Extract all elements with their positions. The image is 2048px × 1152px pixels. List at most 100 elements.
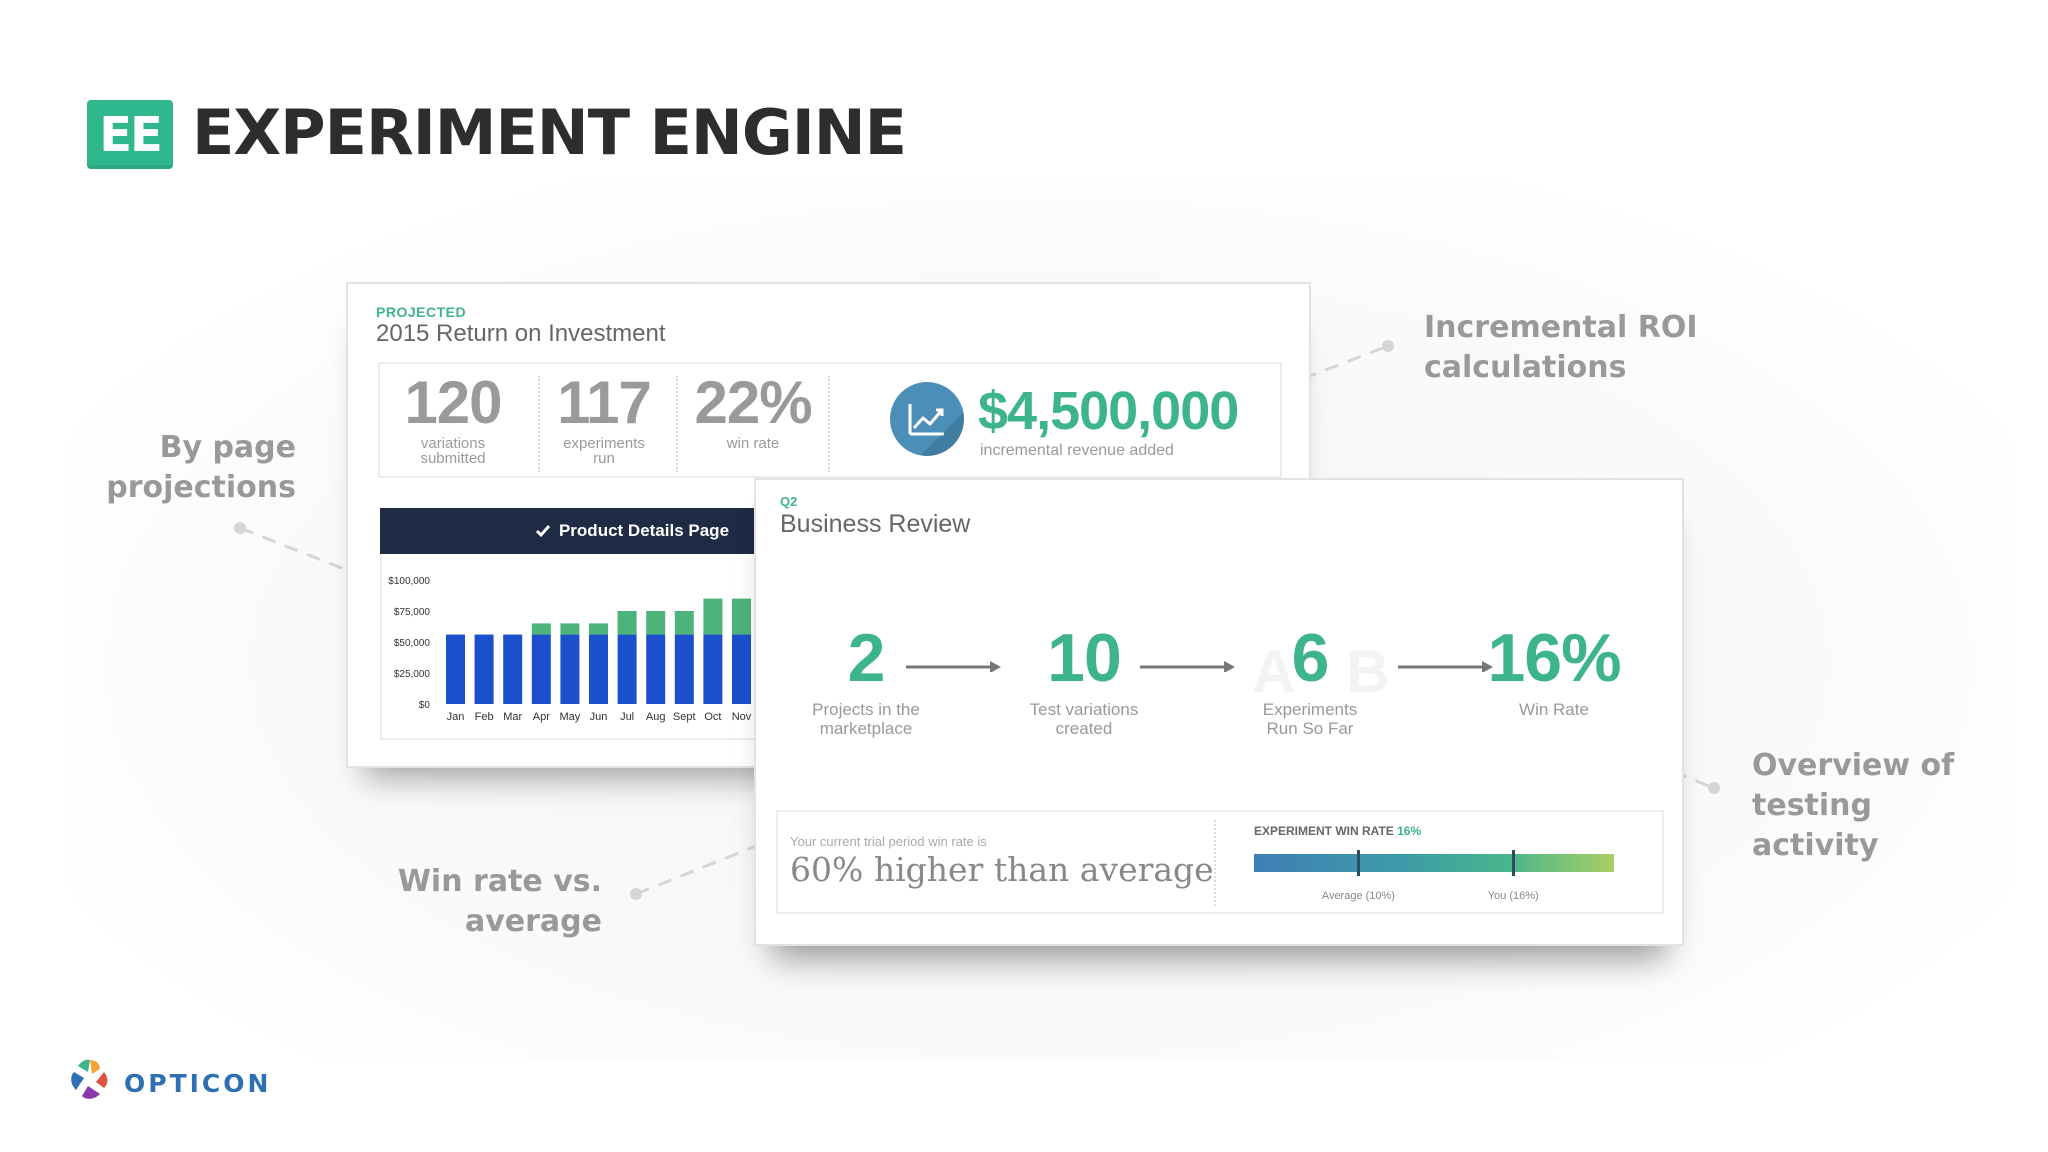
bar-base-segment [674,634,694,704]
stat-experiments: 117 experiments run [544,369,664,467]
arrow-right-icon [1140,661,1235,672]
stat-variations-value: 120 [404,369,502,436]
callout-testing-activity: Overview of testing activity [1752,746,1954,866]
win-rate-intro: Your current trial period win rate is [790,834,987,849]
metric-experiments: 6 Experiments Run So Far [1230,620,1390,738]
bar-incremental-segment [560,623,580,635]
bar-base-segment [732,634,751,704]
metric-variations-label-1: Test variations [1029,700,1139,719]
opticon-logo-icon [71,1059,108,1099]
average-label: Average (10%) [1321,890,1395,902]
bar-incremental-segment [703,598,723,635]
stat-variations-label-1: variations [420,435,486,452]
callout-win-rate-line-1: Win rate vs. [397,864,602,899]
stat-divider [828,376,830,472]
x-tick-label: Sept [673,711,696,723]
x-tick-label: Oct [704,711,721,723]
x-tick-label: Feb [475,711,494,723]
y-tick-label: $50,000 [394,638,431,649]
metric-projects-label-1: Projects in the [812,700,920,719]
business-review-card: Q2 Business Review 2 Projects in the mar… [754,478,1684,946]
experiment-engine-logo: EE [87,100,173,169]
line-chart-icon [890,382,964,456]
bar-incremental-segment [646,611,666,635]
win-rate-bar-title-text: EXPERIMENT WIN RATE [1254,824,1394,838]
metric-win-rate: 16% Win Rate [1474,620,1634,719]
bar-base-segment [560,634,580,704]
bar-base-segment [617,634,637,704]
roi-stats-panel: 120 variations submitted 117 experiments… [378,362,1282,478]
win-rate-bar-title-value: 16% [1397,824,1422,838]
arrow-right-icon [906,661,1001,672]
opticon-brand: OPTICON [124,1069,272,1098]
x-tick-label: Jun [590,711,608,723]
logo-text: EE [99,106,163,163]
review-title: Business Review [780,510,971,538]
x-tick-label: Jan [447,711,465,723]
stat-experiments-label-1: experiments [563,435,645,452]
callout-testing-line-1: Overview of [1752,748,1955,783]
bar-base-segment [503,634,523,704]
roi-title: 2015 Return on Investment [376,320,666,347]
stat-win-rate-value: 22% [694,369,812,436]
callout-incremental-roi: Incremental ROI calculations [1424,308,1698,388]
win-rate-gradient-bar [1254,850,1614,876]
metric-experiments-label-2: Run So Far [1266,719,1354,738]
win-rate-bar-title: EXPERIMENT WIN RATE 16% [1254,824,1421,838]
metric-win-rate-value: 16% [1487,620,1621,696]
you-marker [1512,850,1516,876]
callout-roi-line-2: calculations [1424,350,1627,385]
x-tick-label: Aug [646,711,666,723]
metric-experiments-label-1: Experiments [1262,700,1358,719]
callout-win-rate-line-2: average [464,904,602,939]
metric-variations-value: 10 [1047,620,1122,696]
stat-divider [676,376,678,472]
stat-variations: 120 variations submitted [390,369,516,467]
revenue-amount: $4,500,000 [978,381,1239,441]
metric-projects-label-2: marketplace [819,719,913,738]
y-tick-label: $100,000 [388,576,430,587]
you-label: You (16%) [1487,890,1539,902]
callout-by-page-line-1: By page [159,430,296,465]
callout-by-page-line-2: projections [106,470,296,505]
metric-win-rate-label: Win Rate [1519,700,1589,719]
x-tick-label: Apr [533,711,550,723]
win-rate-comparison: Your current trial period win rate is 60… [776,810,1664,914]
bar-base-segment [703,634,723,704]
bar-incremental-segment [732,598,751,635]
arrow-right-icon [1398,661,1493,672]
y-tick-label: $75,000 [394,607,431,618]
bar-base-segment [474,634,494,704]
review-eyebrow: Q2 [780,494,798,509]
bar-incremental-segment [531,623,551,635]
callout-win-rate: Win rate vs. average [380,862,602,942]
ghost-letter-a: A [1252,638,1296,705]
stat-win-rate: 22% win rate [680,369,826,452]
bar-base-segment [646,634,666,704]
page-title: EXPERIMENT ENGINE [192,96,907,169]
x-tick-label: Mar [503,711,522,723]
win-rate-headline: 60% higher than average [790,850,1214,889]
metric-variations-label-2: created [1055,719,1113,738]
stat-win-rate-label: win rate [726,435,780,452]
stat-experiments-label-2: run [593,450,615,467]
stat-experiments-value: 117 [557,369,652,436]
stat-divider [538,376,540,472]
bar-base-segment [446,634,465,704]
bar-incremental-segment [589,623,608,635]
callout-testing-line-2: testing [1752,788,1872,823]
y-tick-label: $25,000 [394,669,431,680]
revenue-label: incremental revenue added [980,442,1174,459]
metric-experiments-value: 6 [1291,620,1330,696]
checkmark-icon [535,525,551,538]
revenue-bar-chart: $0 $25,000 $50,000 $75,000 $100,000 Jan Feb Mar… [388,576,751,723]
metric-variations: 10 Test variations created [1004,620,1164,738]
callout-by-page: By page projections [96,428,296,508]
stat-variations-label-2: submitted [420,450,486,467]
bar-incremental-segment [674,611,694,635]
win-rate-divider [1214,820,1216,906]
roi-eyebrow: PROJECTED [376,304,467,320]
ghost-letter-b: B [1346,638,1390,705]
callout-roi-line-1: Incremental ROI [1424,310,1698,345]
product-details-title: Product Details Page [558,521,730,540]
